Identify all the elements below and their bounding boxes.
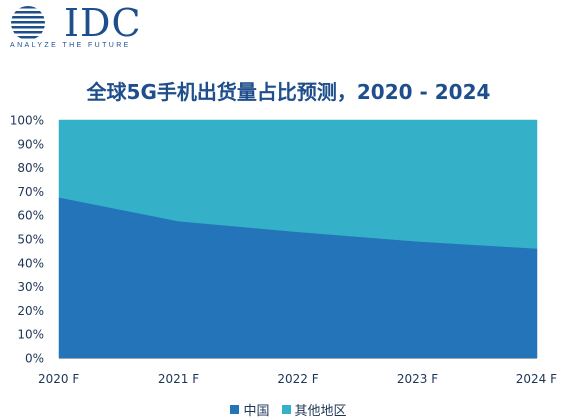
y-tick-label: 50% (17, 233, 44, 247)
x-tick-label: 2021 F (158, 372, 199, 386)
x-tick-label: 2024 F (516, 372, 557, 386)
legend-label: 其他地区 (294, 404, 347, 419)
y-tick-label: 40% (17, 256, 44, 270)
idc-logo: IDC ANALYZE THE FUTURE (8, 1, 148, 50)
y-tick-label: 80% (17, 161, 44, 175)
legend-swatch (281, 405, 291, 414)
y-tick-label: 10% (17, 328, 44, 342)
legend-item: 中国 (230, 400, 270, 419)
chart-legend: 中国 其他地区 (0, 400, 577, 419)
legend-label: 中国 (243, 404, 270, 419)
area-series-2 (58, 119, 538, 249)
y-tick-label: 100% (10, 114, 44, 128)
x-tick-label: 2023 F (397, 372, 438, 386)
y-tick-label: 20% (17, 304, 44, 318)
y-tick-label: 0% (25, 352, 44, 366)
x-tick-label: 2022 F (277, 372, 318, 386)
y-tick-label: 30% (17, 280, 44, 294)
globe-icon (11, 6, 45, 39)
x-tick-label: 2020 F (38, 372, 79, 386)
y-tick-label: 60% (17, 209, 44, 223)
logo-tagline: ANALYZE THE FUTURE (10, 42, 131, 49)
chart-title: 全球5G手机出货量占比预测，2020 - 2024 (86, 80, 491, 104)
legend-swatch (230, 405, 240, 414)
logo-text: IDC (64, 1, 142, 45)
y-tick-label: 70% (17, 185, 44, 199)
legend-item: 其他地区 (281, 400, 347, 419)
y-tick-label: 90% (17, 137, 44, 151)
